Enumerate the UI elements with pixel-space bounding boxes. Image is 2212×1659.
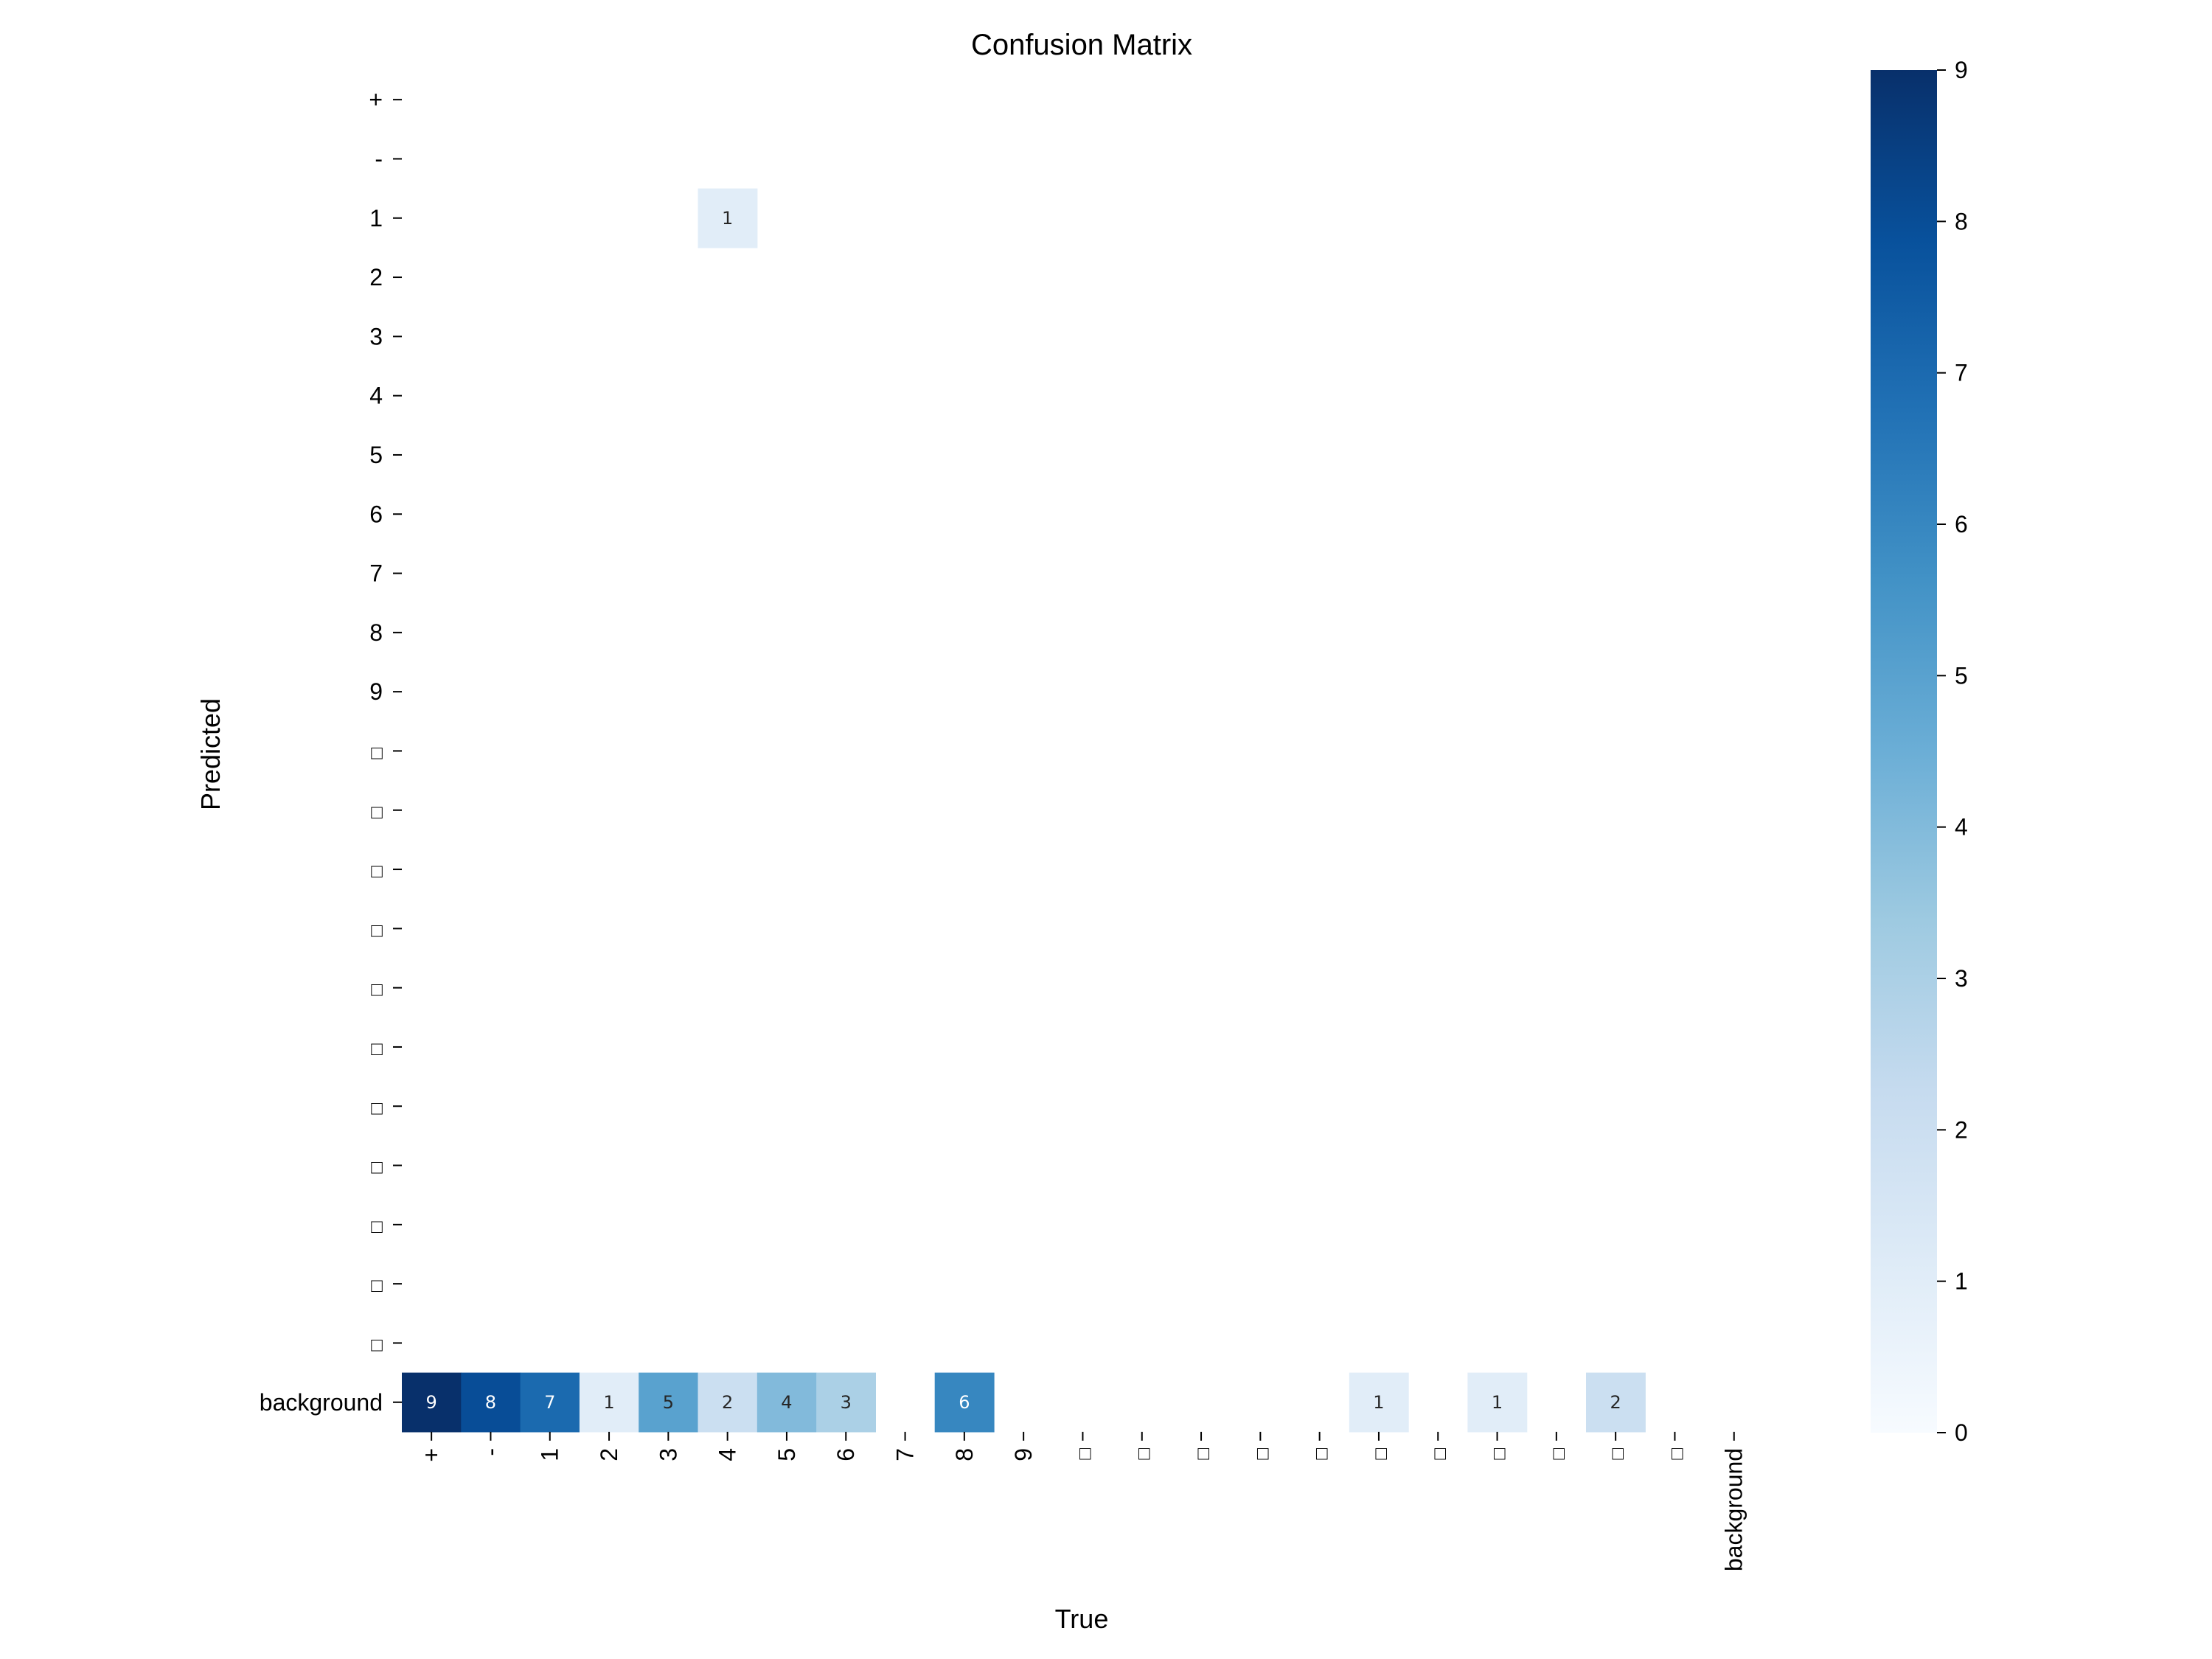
y-tick-label: 8 (369, 619, 383, 646)
colorbar-tick-label: 1 (1955, 1268, 1968, 1295)
x-axis-ticks: + - 1 2 3 4 5 6 7 8 9 □ □ □ □ □ □ □ □ □ □ □ background (418, 1431, 1747, 1571)
heatmap-cell (579, 1372, 639, 1433)
y-tick-label: □ (371, 1333, 383, 1355)
colorbar-tick-label: 3 (1955, 965, 1968, 992)
x-tick-label: 3 (655, 1448, 681, 1461)
x-tick-label: □ (1369, 1448, 1391, 1460)
heatmap-cells: 1 9 8 7 1 5 2 4 3 6 1 1 2 (402, 188, 1646, 1433)
cell-value-label: 2 (1610, 1392, 1621, 1413)
heatmap-cell (1467, 1372, 1528, 1433)
colorbar-tick-label: 7 (1955, 360, 1968, 386)
cell-value-label: 1 (722, 208, 733, 229)
x-tick-label: 9 (1010, 1448, 1037, 1461)
heatmap-cell (461, 1372, 521, 1433)
heatmap-cell (1349, 1372, 1409, 1433)
y-tick-label: □ (371, 919, 383, 941)
x-tick-label: □ (1665, 1448, 1687, 1460)
y-tick-label: + (369, 86, 383, 113)
x-tick-label: □ (1310, 1448, 1332, 1460)
heatmap-cell (639, 1372, 699, 1433)
cell-value-label: 3 (841, 1392, 852, 1413)
colorbar-gradient (1871, 70, 1937, 1433)
x-tick-label: □ (1133, 1448, 1155, 1460)
y-tick-label: 1 (369, 205, 383, 232)
x-tick-label: 5 (773, 1448, 800, 1461)
colorbar-tick-label: 4 (1955, 814, 1968, 841)
heatmap-cell (934, 1372, 995, 1433)
cell-value-label: 8 (485, 1392, 496, 1413)
y-tick-label: □ (371, 1274, 383, 1296)
x-tick-label: □ (1073, 1448, 1095, 1460)
x-tick-label: 1 (537, 1448, 563, 1461)
y-tick-label: □ (371, 1096, 383, 1119)
colorbar-tick-label: 8 (1955, 208, 1968, 234)
x-tick-label: 2 (596, 1448, 622, 1461)
x-tick-label: background (1721, 1448, 1747, 1571)
cell-value-label: 1 (1373, 1392, 1384, 1413)
cell-value-label: 1 (1492, 1392, 1503, 1413)
colorbar-tick-label: 6 (1955, 511, 1968, 538)
y-tick-label: 4 (369, 383, 383, 409)
y-tick-label: - (375, 145, 383, 172)
y-tick-label: □ (371, 801, 383, 823)
x-tick-label: 4 (714, 1448, 741, 1461)
cell-value-label: 7 (544, 1392, 555, 1413)
y-tick-label: 9 (369, 678, 383, 705)
heatmap-cell (402, 1372, 462, 1433)
y-tick-label: 3 (369, 323, 383, 349)
x-tick-label: □ (1547, 1448, 1569, 1460)
x-axis-title: True (1055, 1604, 1109, 1634)
y-tick-label: □ (371, 1215, 383, 1237)
heatmap-cell (816, 1372, 876, 1433)
x-tick-label: - (477, 1448, 504, 1456)
y-tick-label: 5 (369, 442, 383, 468)
cell-value-label: 2 (722, 1392, 733, 1413)
y-tick-label: 7 (369, 560, 383, 587)
colorbar-tick-label: 2 (1955, 1116, 1968, 1143)
cell-value-label: 9 (426, 1392, 437, 1413)
x-tick-label: 8 (951, 1448, 978, 1461)
x-tick-label: □ (1251, 1448, 1273, 1460)
y-axis-title: Predicted (195, 698, 226, 810)
x-tick-label: □ (1488, 1448, 1510, 1460)
y-tick-label: background (260, 1389, 383, 1416)
y-tick-label: □ (371, 978, 383, 1001)
y-tick-label: □ (371, 741, 383, 763)
colorbar: 0 1 2 3 4 5 6 7 8 9 (1871, 57, 1968, 1446)
y-tick-label: □ (371, 860, 383, 882)
x-tick-label: 6 (832, 1448, 859, 1461)
y-tick-label: □ (371, 1156, 383, 1178)
cell-value-label: 6 (959, 1392, 970, 1413)
cell-value-label: 4 (781, 1392, 792, 1413)
heatmap-cell (698, 188, 758, 248)
colorbar-tick-label: 5 (1955, 662, 1968, 689)
heatmap-cell (757, 1372, 817, 1433)
heatmap-cell (520, 1372, 580, 1433)
heatmap-cell (1586, 1372, 1646, 1433)
heatmap-cell (698, 1372, 758, 1433)
x-tick-label: □ (1428, 1448, 1450, 1460)
x-tick-label: 7 (892, 1448, 919, 1461)
y-axis-ticks: + - 1 2 3 4 5 6 7 8 9 □ □ □ □ □ □ □ □ □ □ □ background (260, 86, 402, 1416)
colorbar-tick-label: 0 (1955, 1419, 1968, 1446)
x-tick-label: + (418, 1448, 445, 1462)
y-tick-label: 2 (369, 264, 383, 291)
cell-value-label: 1 (603, 1392, 614, 1413)
x-tick-label: □ (1192, 1448, 1214, 1460)
cell-value-label: 5 (663, 1392, 674, 1413)
y-tick-label: □ (371, 1037, 383, 1060)
x-tick-label: □ (1606, 1448, 1628, 1460)
colorbar-tick-label: 9 (1955, 57, 1968, 83)
chart-title: Confusion Matrix (971, 29, 1192, 61)
y-tick-label: 6 (369, 501, 383, 527)
